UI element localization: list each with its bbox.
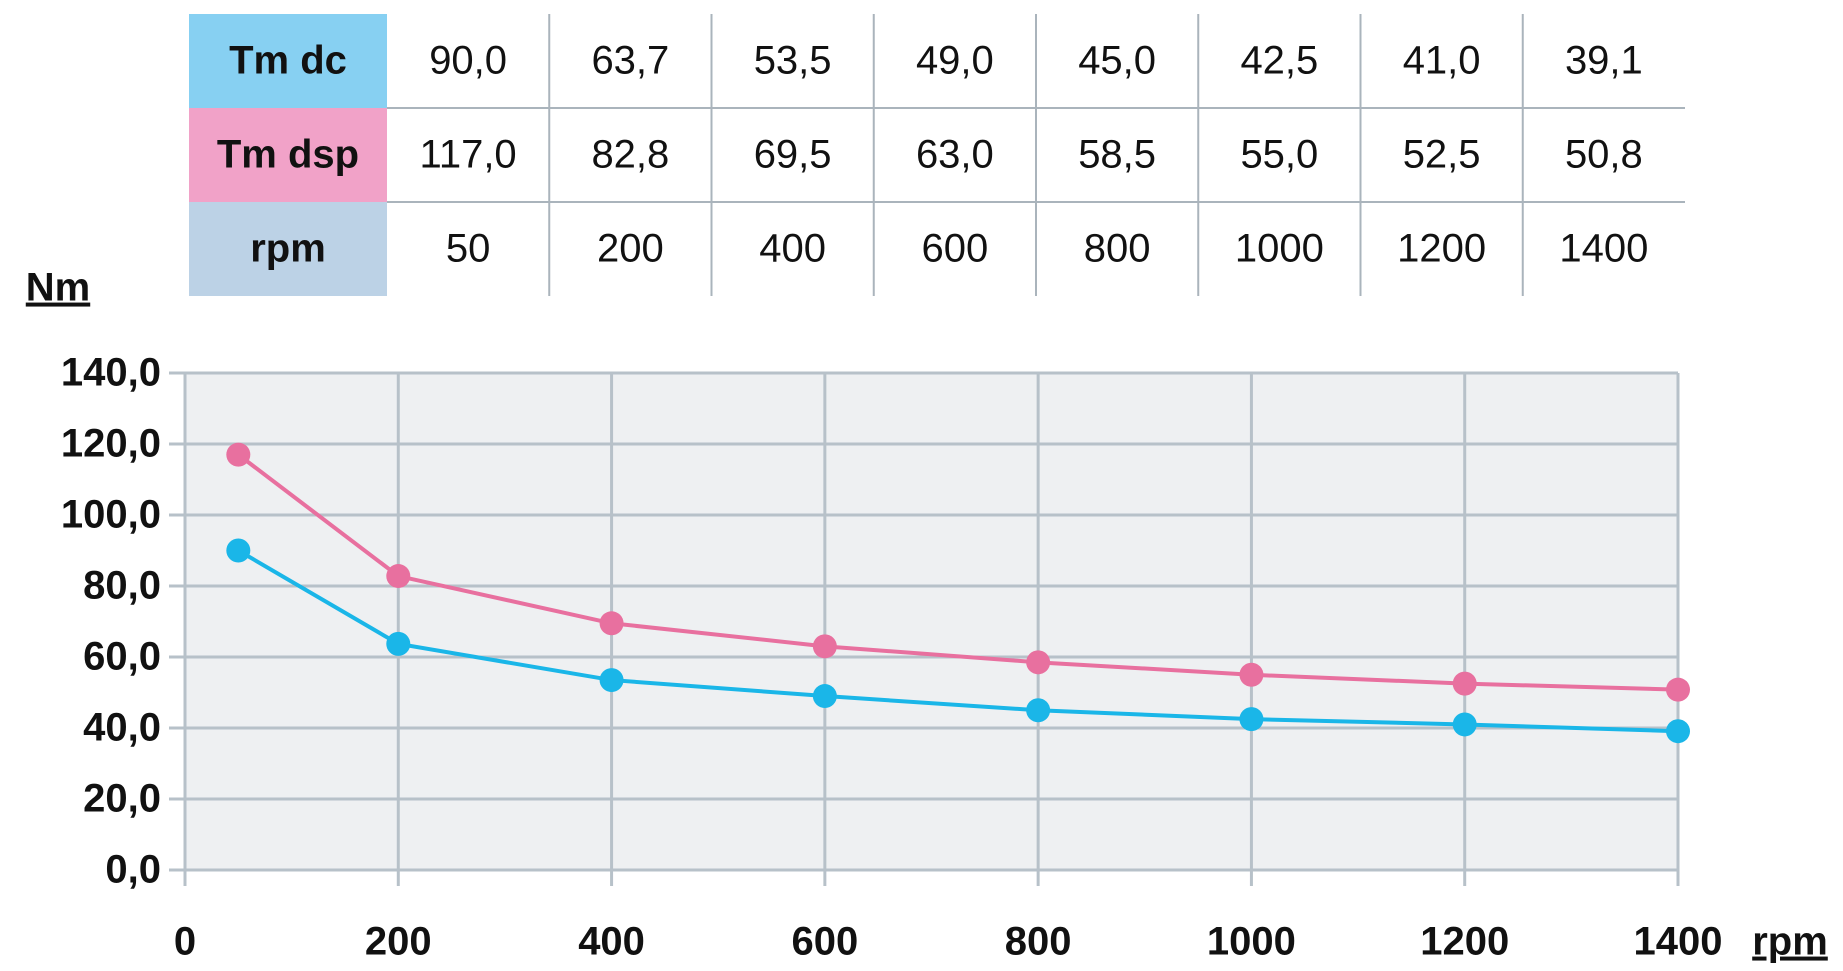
data-point — [599, 668, 624, 693]
table-cell: 200 — [597, 227, 664, 271]
table-cell: 63,7 — [591, 39, 669, 83]
table-cell: 55,0 — [1240, 133, 1318, 177]
table-cell: 41,0 — [1403, 39, 1481, 83]
table-cell: 50,8 — [1565, 133, 1643, 177]
table-cell: 800 — [1084, 227, 1151, 271]
y-tick-label: 120,0 — [61, 422, 161, 466]
table-header-cell — [189, 202, 387, 296]
data-point — [1666, 719, 1690, 744]
table-cell: 50 — [446, 227, 491, 271]
y-tick-label: 140,0 — [61, 351, 161, 395]
series-line — [237, 453, 1679, 692]
table-cell: 63,0 — [916, 133, 994, 177]
table-cell: 400 — [759, 227, 826, 271]
data-point — [1026, 698, 1051, 723]
x-tick-label: 400 — [578, 920, 645, 964]
data-point — [386, 564, 411, 589]
table-cell: 600 — [922, 227, 989, 271]
table-row-header: rpm — [250, 227, 326, 271]
table-header-cell — [189, 14, 387, 108]
table-cell: 1000 — [1235, 227, 1324, 271]
data-point — [812, 634, 837, 659]
table-header-cell — [189, 108, 387, 202]
table-cell: 1200 — [1397, 227, 1486, 271]
table-cell: 49,0 — [916, 39, 994, 83]
table-cell: 69,5 — [754, 133, 832, 177]
y-tick-label: 60,0 — [83, 635, 161, 679]
table-cell: 117,0 — [420, 133, 517, 177]
table-cell: 45,0 — [1078, 39, 1156, 83]
x-tick-label: 1400 — [1634, 920, 1723, 964]
x-tick-label: 800 — [1005, 920, 1072, 964]
x-tick-label: 200 — [365, 920, 432, 964]
x-tick-label: 1000 — [1207, 920, 1296, 964]
table-cell: 39,1 — [1565, 39, 1643, 83]
table-row-header: Tm dc — [229, 39, 347, 83]
y-tick-label: 100,0 — [61, 493, 161, 537]
plot-background — [185, 373, 1678, 870]
table-cell: 58,5 — [1078, 133, 1156, 177]
table-cell: 82,8 — [591, 133, 669, 177]
data-point — [1666, 677, 1690, 702]
table-cell: 52,5 — [1403, 133, 1481, 177]
y-axis-label: Nm — [26, 266, 90, 310]
data-point — [1452, 671, 1477, 696]
y-tick-label: 80,0 — [83, 564, 161, 608]
data-point — [386, 631, 411, 656]
data-point — [1452, 712, 1477, 737]
data-point — [1026, 650, 1051, 675]
y-tick-label: 20,0 — [83, 777, 161, 821]
x-tick-label: 0 — [174, 920, 196, 964]
data-point — [1239, 662, 1264, 687]
data-point — [812, 684, 837, 709]
series-line — [237, 548, 1679, 734]
y-tick-label: 40,0 — [83, 706, 161, 750]
data-point — [226, 442, 251, 467]
x-axis-label: rpm — [1752, 920, 1828, 964]
data-point — [599, 611, 624, 636]
table-row-header: Tm dsp — [217, 133, 359, 177]
x-tick-label: 1200 — [1420, 920, 1509, 964]
x-tick-label: 600 — [791, 920, 858, 964]
y-tick-label: 0,0 — [105, 848, 161, 892]
table-cell: 1400 — [1559, 227, 1648, 271]
table-cell: 53,5 — [754, 39, 832, 83]
data-point — [226, 538, 251, 563]
data-point — [1239, 707, 1264, 732]
table-cell: 42,5 — [1240, 39, 1318, 83]
table-cell: 90,0 — [429, 39, 507, 83]
